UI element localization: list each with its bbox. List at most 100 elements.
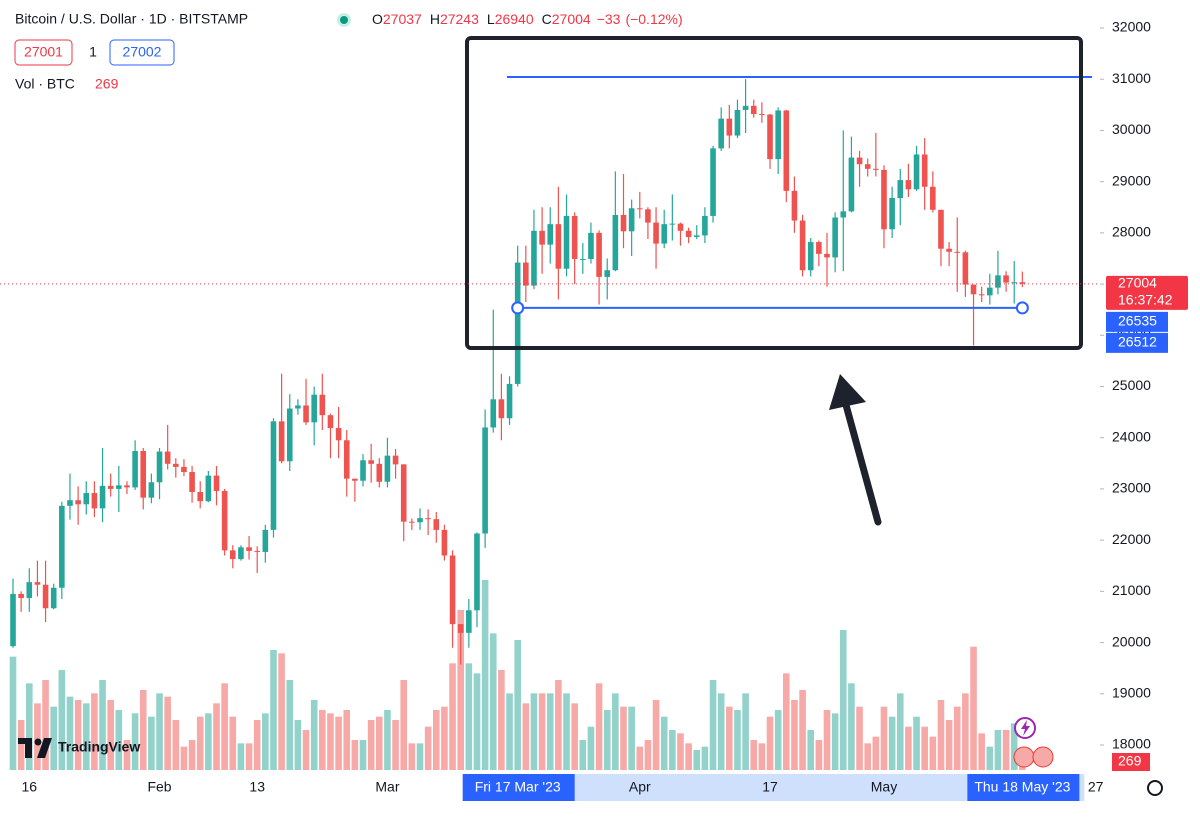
candle-body bbox=[490, 399, 497, 428]
candle-body bbox=[970, 284, 977, 295]
candle-body bbox=[759, 114, 765, 116]
volume-bar bbox=[34, 703, 41, 770]
axes: 18000 19000 20000 21000 22000 23000 24000 25000… bbox=[21, 19, 1188, 801]
volume-bar bbox=[717, 693, 725, 770]
volume-bar bbox=[302, 730, 310, 770]
candle-body bbox=[173, 463, 179, 467]
candle-body bbox=[750, 105, 757, 115]
status-dot bbox=[340, 16, 348, 24]
candle-body bbox=[278, 421, 285, 462]
volume-bar bbox=[42, 680, 49, 770]
volume-bar bbox=[701, 746, 709, 770]
candle-body bbox=[783, 110, 790, 191]
candle-body bbox=[930, 186, 936, 210]
candle-body bbox=[286, 408, 293, 462]
ohlc-key: H bbox=[430, 11, 440, 27]
volume-bar bbox=[726, 706, 733, 770]
candle-body bbox=[400, 464, 407, 522]
settings-icon[interactable] bbox=[1147, 780, 1163, 796]
volume-bar bbox=[205, 713, 212, 770]
volume-bar bbox=[123, 740, 131, 770]
volume-tag-label: 269 bbox=[1118, 753, 1142, 769]
volume-bar bbox=[107, 700, 114, 770]
candle-body bbox=[506, 383, 513, 419]
volume-bar bbox=[896, 693, 904, 770]
volume-bar bbox=[115, 710, 123, 770]
volume-bar bbox=[327, 713, 334, 770]
candle-body bbox=[26, 582, 33, 599]
ohlc-key: C bbox=[542, 11, 552, 27]
logo-icon bbox=[18, 738, 52, 758]
candle-body bbox=[164, 451, 171, 464]
candle-body bbox=[1019, 282, 1026, 284]
candle-body bbox=[563, 215, 570, 269]
ohlc-value: 27037 bbox=[383, 11, 422, 27]
candle-body bbox=[417, 518, 423, 523]
bid: 27001 bbox=[24, 44, 63, 60]
line-price-label: 26535 bbox=[1118, 313, 1157, 329]
volume-bar bbox=[937, 700, 945, 770]
ask: 27002 bbox=[123, 44, 162, 60]
volume-bar bbox=[799, 690, 806, 770]
candle-body bbox=[840, 211, 847, 218]
volume-bar bbox=[644, 740, 652, 770]
volume-bar bbox=[148, 716, 155, 770]
candle-body bbox=[34, 582, 41, 585]
volume-bar bbox=[156, 693, 163, 770]
volume-bar bbox=[872, 736, 880, 770]
bid-box bbox=[14, 39, 73, 66]
change: −33 bbox=[597, 11, 621, 27]
volume-bar bbox=[571, 703, 578, 770]
candle-body bbox=[628, 208, 635, 232]
candle-body bbox=[913, 154, 920, 190]
volume-bar bbox=[131, 713, 139, 770]
candle-body bbox=[954, 251, 961, 253]
candle-body bbox=[376, 463, 383, 482]
volume-bar bbox=[319, 710, 326, 770]
x-tick-label: May bbox=[871, 779, 897, 795]
volume-bar bbox=[481, 580, 489, 770]
candle-body bbox=[83, 493, 90, 505]
candle-body bbox=[238, 547, 244, 560]
volume-bar bbox=[514, 640, 521, 770]
candle-body bbox=[335, 427, 342, 441]
volume-bar bbox=[783, 673, 790, 770]
y-tick-label: 21000 bbox=[1112, 582, 1151, 598]
volume-bar bbox=[432, 710, 440, 770]
candle-body bbox=[987, 287, 993, 296]
volume-bar bbox=[734, 710, 741, 770]
candle-body bbox=[18, 593, 24, 599]
candle-body bbox=[832, 217, 838, 258]
volume-bar bbox=[758, 743, 766, 770]
candle-body bbox=[1011, 282, 1018, 284]
volume-bar bbox=[498, 670, 505, 770]
x-tick-label: Feb bbox=[147, 779, 171, 795]
volume-bar bbox=[262, 713, 269, 770]
candle-body bbox=[921, 154, 928, 187]
candle-body bbox=[457, 624, 464, 633]
volume-bar bbox=[237, 743, 245, 770]
alert-bolt bbox=[1021, 720, 1030, 736]
candle-body bbox=[368, 460, 374, 464]
volume-bar bbox=[530, 693, 538, 770]
candle-body bbox=[67, 500, 73, 506]
candle-body bbox=[962, 252, 969, 285]
volume-bar bbox=[367, 720, 375, 770]
volume-bar bbox=[856, 706, 863, 770]
volume-bar bbox=[392, 720, 399, 770]
volume-bar bbox=[546, 693, 554, 770]
volume-bar bbox=[750, 740, 758, 770]
volume-bar bbox=[579, 740, 587, 770]
candle-body bbox=[99, 485, 106, 509]
candle-body bbox=[881, 169, 887, 230]
candle-body bbox=[702, 215, 708, 236]
candle-body bbox=[547, 224, 554, 245]
volume-pane bbox=[9, 580, 1026, 770]
y-tick-label: 28000 bbox=[1112, 224, 1151, 240]
candle-body bbox=[889, 198, 895, 230]
volume-bar bbox=[913, 716, 920, 770]
volume-bar bbox=[441, 706, 448, 770]
y-tick-label: 30000 bbox=[1112, 121, 1151, 137]
